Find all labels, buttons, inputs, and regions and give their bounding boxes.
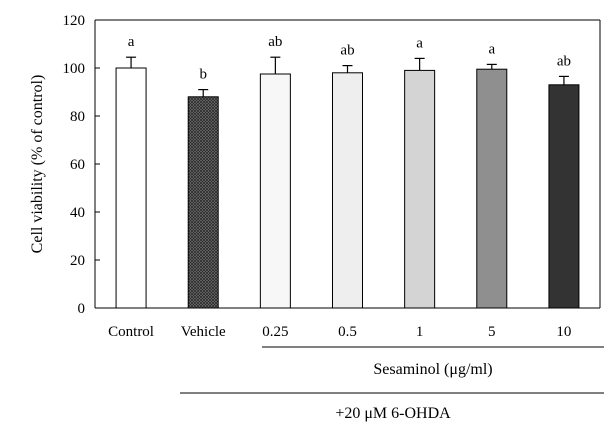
bar: [187, 96, 219, 309]
significance-label: ab: [340, 43, 354, 59]
category-label: 0.25: [262, 324, 288, 340]
bar: [404, 69, 436, 309]
significance-label: a: [128, 34, 135, 50]
category-label: Vehicle: [181, 324, 226, 340]
category-label: 10: [556, 324, 571, 340]
bar: [259, 73, 291, 309]
y-tick-label: 60: [70, 157, 85, 173]
significance-label: b: [199, 67, 207, 83]
y-tick-label: 40: [70, 205, 85, 221]
significance-label: a: [488, 41, 495, 57]
category-label: 1: [416, 324, 424, 340]
y-tick-label: 0: [78, 301, 86, 317]
category-label: 5: [488, 324, 496, 340]
bar: [332, 72, 363, 309]
y-tick-label: 120: [63, 13, 86, 29]
y-tick-label: 80: [70, 109, 85, 125]
y-tick-label: 20: [70, 253, 85, 269]
treatment-group-label: +20 μM 6-OHDA: [335, 405, 451, 422]
bar: [548, 84, 580, 309]
category-label: 0.5: [338, 324, 357, 340]
bar: [115, 67, 147, 309]
y-axis-title: Cell viability (% of control): [29, 75, 46, 254]
significance-label: ab: [557, 53, 571, 69]
y-tick-label: 100: [63, 61, 86, 77]
category-label: Control: [108, 324, 154, 340]
plot-area: 0 20 40 60 80 100 120 a Control b Vehicle ab 0.25 ab 0…: [63, 13, 601, 340]
sesaminol-group-label: Sesaminol (μg/ml): [373, 361, 492, 378]
bar: [476, 68, 508, 309]
significance-label: ab: [268, 34, 282, 50]
significance-label: a: [416, 35, 423, 51]
